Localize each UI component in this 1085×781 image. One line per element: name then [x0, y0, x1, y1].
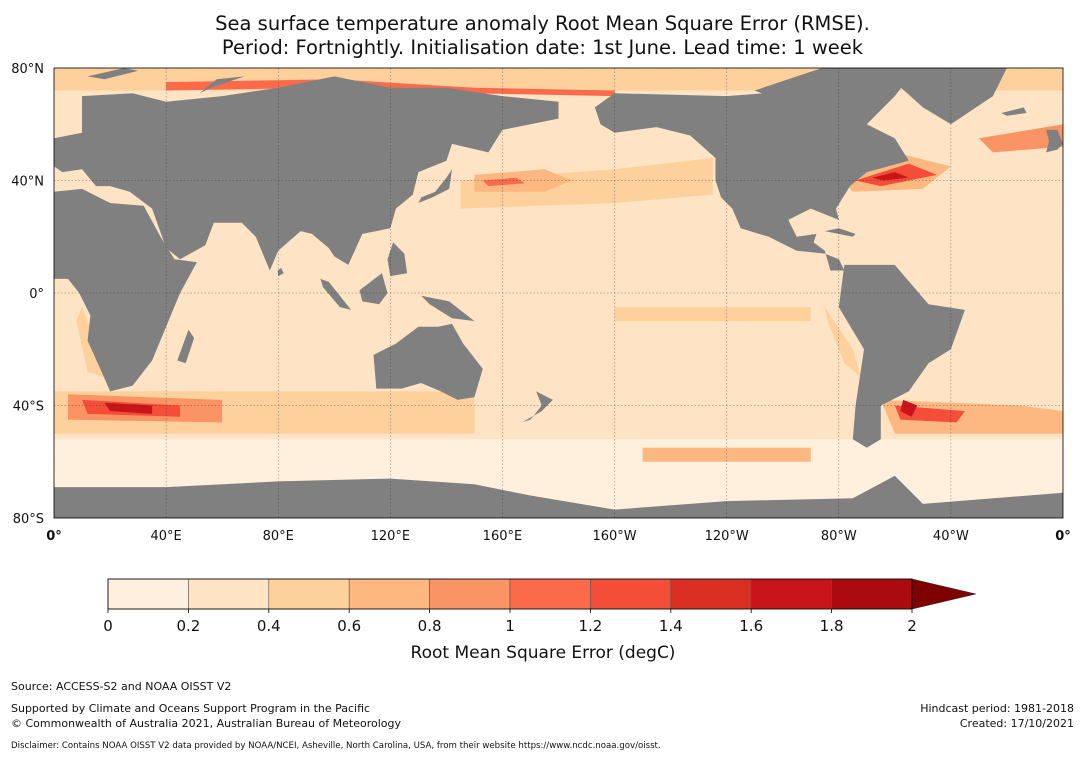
colorbar-tick-label: 1.8: [820, 617, 844, 635]
colorbar-segment: [509, 578, 591, 610]
colorbar-segment: [670, 578, 752, 610]
new-guinea-landmass: [421, 295, 475, 322]
longitude-tick-label: 0°: [46, 529, 62, 544]
madagascar-landmass: [177, 329, 195, 364]
longitude-tick-label: 80°W: [821, 529, 857, 544]
colorbar: 0 0.2 0.4 0.6 0.8 1 1.2 1.4 1.6 1.8 2 Root Mean Sq…: [103, 578, 977, 663]
sri-lanka-landmass: [277, 267, 284, 277]
longitude-tick-label: 40°E: [150, 529, 181, 544]
colorbar-segment: [750, 578, 832, 610]
svalbard-landmass: [87, 68, 139, 80]
africa-west-edge: [6, 192, 54, 279]
eurasia-landmass: [54, 76, 559, 271]
rmse-band: [54, 439, 1063, 468]
colorbar-segment: [348, 578, 430, 610]
disclaimer: Disclaimer: Contains NOAA OISST V2 data …: [11, 741, 661, 751]
source-note: Source: ACCESS-S2 and NOAA OISST V2: [11, 680, 232, 693]
rmse-band: [104, 402, 153, 414]
latitude-tick-label: 80°S: [13, 512, 44, 527]
support-note: Supported by Climate and Oceans Support …: [11, 702, 371, 715]
north-america-landmass: [594, 68, 917, 271]
colorbar-tick-label: 0.2: [176, 617, 200, 635]
colorbar-tick-label: 1.6: [739, 617, 763, 635]
japan-landmass: [418, 169, 452, 203]
hindcast-period: Hindcast period: 1981-2018: [920, 702, 1074, 715]
longitude-tick-label: 160°W: [592, 529, 636, 544]
map-plot-area: [6, 67, 1064, 519]
colorbar-segment: [429, 578, 511, 610]
sumatra-landmass: [320, 278, 352, 310]
latitude-tick-label: 0°: [29, 287, 44, 302]
rmse-band: [872, 172, 909, 181]
cuba-landmass: [824, 228, 856, 237]
latitude-tick-label: 40°S: [13, 400, 44, 415]
colorbar-segment: [590, 578, 672, 610]
latitude-labels: 80°N 40°N 0° 40°S 80°S: [11, 62, 44, 527]
colorbar-tick-label: 2: [907, 617, 917, 635]
created-date: Created: 17/10/2021: [959, 717, 1074, 730]
rmse-band: [978, 124, 1063, 153]
rmse-band: [642, 447, 811, 462]
colorbar-extend-arrow: [911, 578, 977, 610]
rmse-band: [900, 399, 918, 417]
colorbar-segment: [831, 578, 913, 610]
colorbar-segment: [268, 578, 350, 610]
iceland-landmass: [1001, 107, 1027, 116]
rmse-band: [482, 177, 525, 187]
rmse-band: [824, 307, 862, 378]
rmse-band: [614, 307, 811, 322]
arctic-islands: [754, 68, 886, 102]
longitude-tick-label: 80°E: [263, 529, 294, 544]
graticule: [54, 68, 1063, 518]
novaya-zemlya-landmass: [199, 76, 245, 94]
colorbar-tick-label: 0.8: [418, 617, 442, 635]
latitude-tick-label: 80°N: [11, 62, 44, 77]
copyright-note: © Commonwealth of Australia 2021, Austra…: [11, 717, 401, 730]
colorbar-segment: [188, 578, 270, 610]
colorbar-label: Root Mean Square Error (degC): [411, 643, 676, 663]
longitude-labels: 0° 40°E 80°E 120°E 160°E 160°W 120°W 80°W 40°W 0°: [46, 529, 1071, 544]
africa-landmass: [54, 188, 197, 392]
uk-landmass: [1046, 129, 1063, 153]
south-america-landmass: [838, 264, 965, 448]
new-zealand-landmass: [522, 391, 553, 423]
antarctica-landmass: [54, 475, 1063, 518]
colorbar-tick-label: 0: [103, 617, 113, 635]
colorbar-segment: [107, 578, 189, 610]
chart-title-line-2: Period: Fortnightly. Initialisation date…: [221, 36, 864, 59]
colorbar-tick-label: 1: [505, 617, 515, 635]
longitude-tick-label: 120°E: [371, 529, 411, 544]
australia-landmass: [373, 323, 483, 400]
longitude-tick-label: 160°E: [483, 529, 523, 544]
rmse-band: [460, 158, 713, 209]
colorbar-tick-label: 1.2: [578, 617, 602, 635]
longitude-tick-label: 0°: [1055, 529, 1071, 544]
colorbar-tick-label: 1.4: [659, 617, 683, 635]
chart-title-line-1: Sea surface temperature anomaly Root Mea…: [215, 12, 870, 35]
philippines-landmass: [387, 242, 408, 277]
longitude-tick-label: 40°W: [933, 529, 969, 544]
latitude-tick-label: 40°N: [11, 175, 44, 190]
map-frame: [53, 67, 1064, 519]
colorbar-tick-label: 0.6: [337, 617, 361, 635]
colorbar-tick-label: 0.4: [257, 617, 281, 635]
borneo-landmass: [359, 273, 388, 305]
land-layer: [6, 68, 1063, 518]
longitude-tick-label: 120°W: [705, 529, 749, 544]
